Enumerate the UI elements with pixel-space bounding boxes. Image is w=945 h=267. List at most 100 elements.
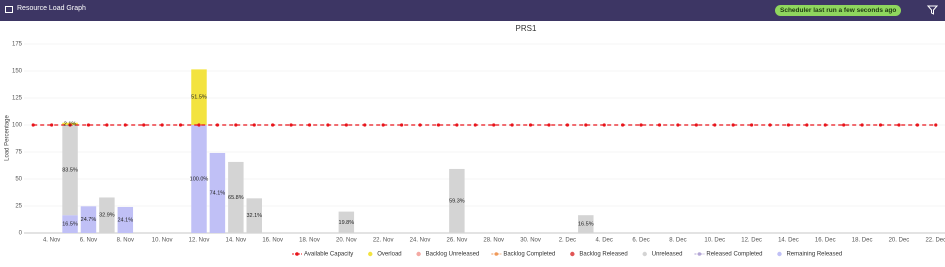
capacity-point	[768, 123, 772, 127]
x-tick-label: 20. Dec	[889, 238, 910, 244]
capacity-point	[565, 123, 569, 127]
bar-segment	[449, 168, 465, 233]
capacity-point	[602, 123, 606, 127]
legend-entry[interactable]: Available Capacity	[304, 252, 353, 258]
data-label: 100.0%	[190, 176, 209, 182]
capacity-point	[547, 123, 551, 127]
capacity-point	[934, 123, 938, 127]
capacity-point	[105, 123, 109, 127]
x-tick-label: 12. Nov	[189, 238, 210, 244]
bar-segment	[99, 197, 115, 233]
x-tick-label: 6. Nov	[80, 238, 97, 244]
capacity-point	[676, 123, 680, 127]
capacity-point	[197, 123, 201, 127]
data-label: 51.5%	[191, 95, 207, 101]
x-tick-label: 16. Nov	[262, 238, 283, 244]
bar-segment	[246, 198, 262, 233]
capacity-point	[510, 123, 514, 127]
legend-symbol	[642, 251, 647, 257]
capacity-point	[842, 123, 846, 127]
legend-entry[interactable]: Overload	[377, 252, 401, 258]
capacity-point	[639, 123, 643, 127]
capacity-point	[878, 123, 883, 127]
y-tick-label: 0	[19, 231, 23, 237]
capacity-point	[68, 123, 72, 127]
capacity-point	[713, 123, 717, 127]
y-tick-label: 75	[15, 150, 22, 156]
capacity-point	[823, 123, 827, 127]
bar-segment	[62, 215, 78, 233]
capacity-point	[344, 123, 348, 127]
legend-symbol	[416, 251, 421, 257]
data-label: 16.5%	[578, 222, 594, 228]
capacity-point	[805, 123, 809, 127]
data-label: 59.3%	[449, 198, 465, 204]
bar-segment	[191, 125, 207, 233]
bar-segment	[62, 125, 78, 216]
data-label: 65.8%	[228, 195, 244, 201]
capacity-point	[657, 123, 662, 127]
legend-symbol	[368, 251, 373, 257]
x-tick-label: 22. Nov	[373, 238, 394, 244]
bar-segment	[338, 211, 355, 233]
header-title: Resource Load Graph	[17, 5, 86, 12]
x-tick-label: 26. Nov	[447, 238, 468, 244]
legend-entry[interactable]: Unreleased	[652, 252, 683, 258]
x-tick-label: 10. Nov	[152, 238, 173, 244]
y-tick-label: 50	[15, 177, 22, 183]
capacity-point	[271, 123, 275, 127]
capacity-point	[31, 123, 35, 127]
data-label: 74.1%	[210, 190, 226, 196]
capacity-point	[455, 123, 459, 127]
legend-symbol	[295, 252, 299, 256]
capacity-point	[621, 123, 625, 127]
legend-entry[interactable]: Backlog Unreleased	[426, 252, 480, 258]
capacity-point	[436, 123, 441, 127]
capacity-point	[418, 123, 422, 127]
capacity-point	[786, 123, 791, 127]
legend-symbol	[570, 251, 575, 257]
x-tick-label: 4. Dec	[596, 238, 613, 244]
data-label: 16.5%	[62, 222, 78, 228]
x-tick-label: 8. Nov	[117, 238, 134, 244]
legend-entry[interactable]: Backlog Completed	[503, 252, 555, 258]
x-tick-label: 20. Nov	[336, 238, 357, 244]
x-tick-label: 18. Nov	[299, 238, 320, 244]
legend-entry[interactable]: Remaining Released	[786, 252, 842, 258]
y-axis-label: Load Percentage	[5, 114, 11, 160]
legend-entry[interactable]: Released Completed	[706, 252, 762, 258]
x-tick-label: 8. Dec	[669, 238, 686, 244]
x-tick-label: 28. Nov	[483, 238, 504, 244]
capacity-point	[528, 123, 533, 127]
x-tick-label: 10. Dec	[704, 238, 725, 244]
y-tick-label: 125	[12, 96, 23, 102]
legend-symbol	[494, 252, 499, 256]
scheduler-status: Scheduler last run a few seconds ago	[775, 5, 902, 16]
capacity-point	[694, 123, 698, 127]
y-tick-label: 150	[12, 69, 23, 75]
capacity-point	[234, 123, 238, 127]
capacity-point	[473, 123, 477, 127]
x-tick-label: 24. Nov	[410, 238, 431, 244]
bar-segment	[578, 215, 594, 233]
capacity-point	[584, 123, 588, 127]
filter-button[interactable]	[926, 3, 940, 17]
capacity-point	[123, 123, 127, 127]
data-label: 83.5%	[62, 168, 78, 174]
x-tick-label: 14. Dec	[778, 238, 799, 244]
capacity-point	[363, 123, 367, 127]
capacity-point	[915, 123, 919, 127]
x-tick-label: 4. Nov	[43, 238, 60, 244]
data-label: 32.9%	[99, 213, 115, 219]
x-tick-label: 30. Nov	[520, 238, 541, 244]
data-label: 19.8%	[339, 220, 355, 226]
header-icon	[5, 6, 13, 13]
y-tick-label: 25	[15, 204, 22, 210]
x-tick-label: 16. Dec	[815, 238, 836, 244]
legend-entry[interactable]: Backlog Released	[579, 252, 627, 258]
bar-segment	[228, 161, 244, 233]
capacity-point	[400, 123, 404, 127]
capacity-point	[178, 123, 183, 127]
capacity-point	[215, 123, 220, 127]
